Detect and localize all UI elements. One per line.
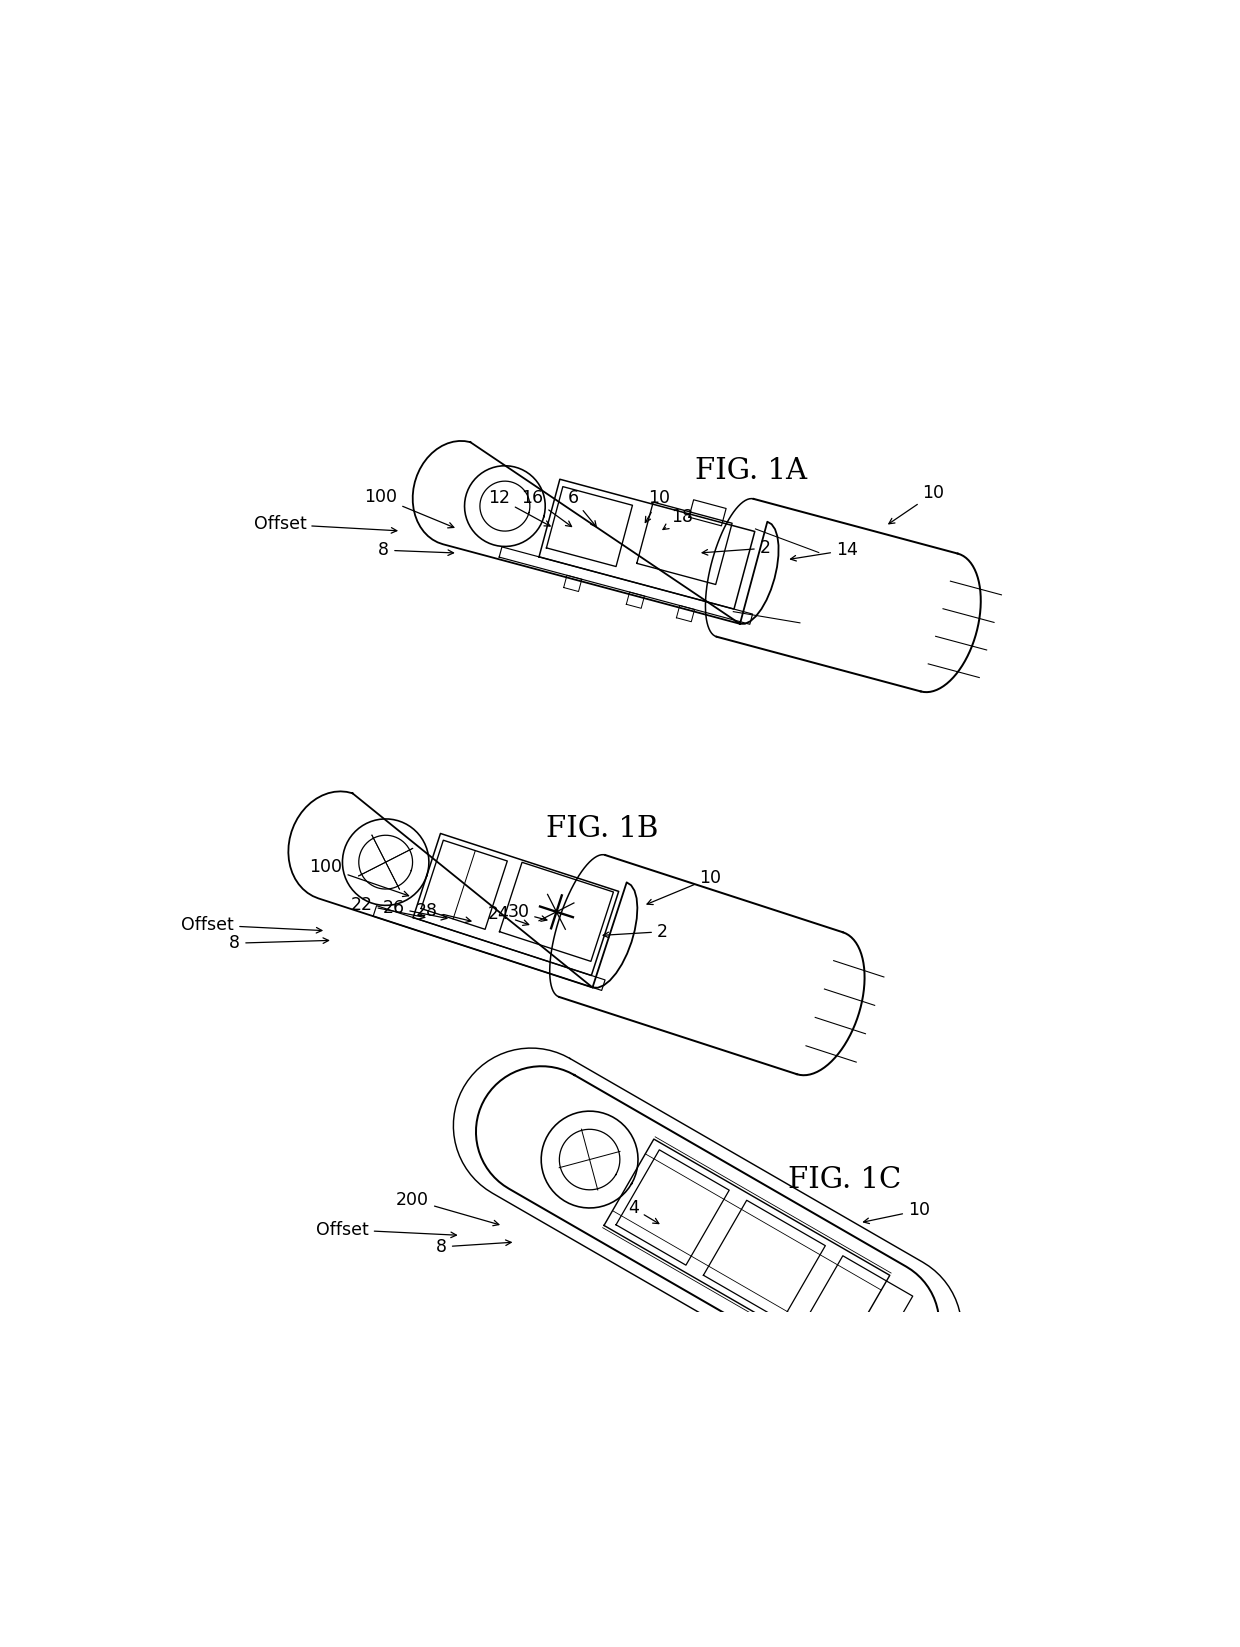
Text: 100: 100 [310, 858, 409, 896]
Text: 18: 18 [663, 507, 693, 530]
Text: FIG. 1C: FIG. 1C [789, 1166, 901, 1194]
Text: 2: 2 [702, 539, 771, 557]
Text: 14: 14 [790, 542, 858, 562]
Text: 28: 28 [415, 901, 471, 922]
Text: 8: 8 [378, 542, 454, 560]
Text: 8: 8 [229, 934, 329, 952]
Text: FIG. 1B: FIG. 1B [546, 815, 658, 843]
Text: 4: 4 [629, 1199, 658, 1224]
Text: 16: 16 [522, 489, 572, 527]
Text: 100: 100 [365, 488, 454, 529]
Text: 30: 30 [507, 904, 547, 921]
Text: 10: 10 [863, 1201, 930, 1224]
Text: 10: 10 [889, 484, 945, 524]
Text: FIG. 1A: FIG. 1A [694, 458, 807, 486]
Text: Offset: Offset [181, 916, 322, 934]
Text: Offset: Offset [316, 1220, 456, 1239]
Text: 10: 10 [645, 489, 671, 522]
Text: Offset: Offset [253, 516, 397, 534]
Text: 22: 22 [351, 896, 425, 919]
Text: 12: 12 [489, 489, 551, 525]
Text: 6: 6 [568, 489, 596, 527]
Text: 8: 8 [436, 1239, 511, 1257]
Text: 200: 200 [396, 1191, 498, 1225]
Text: 24: 24 [489, 906, 528, 926]
Text: 2: 2 [603, 922, 668, 940]
Text: 10: 10 [647, 870, 722, 904]
Text: 26: 26 [382, 899, 446, 921]
